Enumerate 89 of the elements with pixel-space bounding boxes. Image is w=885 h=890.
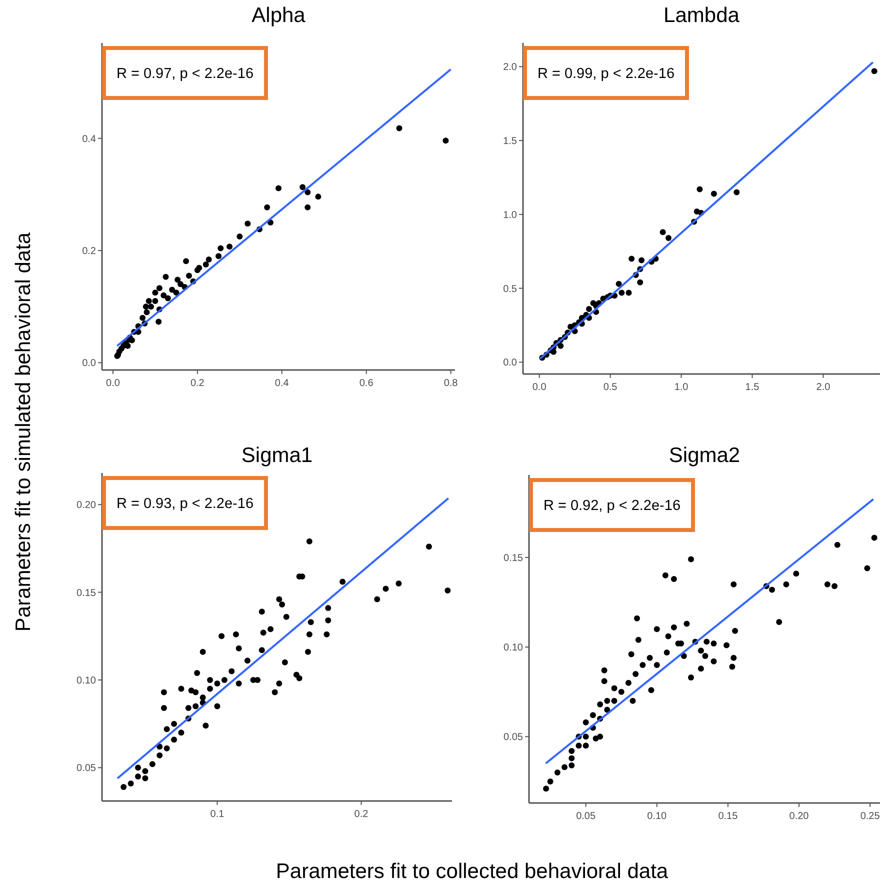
point [616, 280, 622, 287]
y-tick-label: 0.0 [82, 358, 96, 370]
x-tick-label: 0.6 [359, 378, 374, 389]
x-tick-label: 0.4 [274, 378, 290, 389]
annotation: R = 0.93, p < 2.2e-16 [116, 496, 254, 512]
point [156, 285, 162, 292]
y-tick-label: 0.05 [504, 732, 524, 744]
point [696, 186, 703, 192]
point [628, 256, 635, 262]
x-axis-title: Parameters fit to collected behavioral data [276, 860, 668, 883]
point [152, 290, 158, 296]
point [164, 295, 171, 302]
point [276, 185, 282, 192]
annotation: R = 0.99, p < 2.2e-16 [537, 66, 675, 82]
y-tick-label: 0.10 [504, 642, 524, 654]
y-tick-label: 0.5 [503, 284, 518, 295]
point [734, 189, 740, 196]
x-tick-label: 2.0 [816, 382, 831, 393]
point [304, 204, 311, 210]
point [206, 256, 212, 263]
point [194, 267, 200, 274]
point [173, 290, 180, 296]
point [638, 257, 645, 264]
x-tick-label: 0.20 [789, 811, 810, 822]
point [710, 190, 717, 197]
point [183, 258, 190, 264]
point [140, 314, 146, 321]
point [264, 204, 270, 210]
x-tick-label: 0.10 [647, 811, 668, 822]
point [156, 318, 162, 325]
point [186, 272, 192, 279]
annotation: R = 0.92, p < 2.2e-16 [543, 498, 681, 514]
y-tick-label: 1.5 [503, 136, 518, 148]
point [626, 290, 632, 296]
x-tick-label: 1.0 [674, 382, 689, 393]
chart-title: Sigma2 [668, 444, 740, 467]
point [142, 304, 149, 310]
point [660, 229, 666, 236]
point [442, 138, 449, 144]
point [226, 244, 233, 250]
point [148, 304, 154, 310]
y-tick-label: 0.2 [82, 246, 96, 258]
point [315, 194, 322, 200]
x-tick-label: 0.8 [444, 378, 458, 389]
point [216, 253, 222, 260]
x-tick-label: 0.2 [354, 809, 369, 820]
y-tick-label: 0.10 [76, 675, 96, 686]
y-tick-label: 0.4 [82, 134, 96, 145]
point [152, 298, 158, 304]
point [178, 281, 184, 288]
y-tick-label: 1.0 [503, 210, 518, 221]
point [558, 342, 564, 349]
x-tick-label: 0.5 [603, 382, 618, 393]
point [618, 290, 625, 296]
x-tick-label: 0.05 [576, 811, 596, 822]
point [236, 234, 243, 240]
point [244, 220, 251, 227]
chart-title: Alpha [252, 4, 306, 27]
point [202, 262, 209, 268]
x-tick-label: 1.5 [745, 382, 760, 393]
point [637, 279, 644, 286]
point [174, 276, 181, 283]
chart-title: Lambda [664, 4, 740, 27]
annotation: R = 0.97, p < 2.2e-16 [116, 66, 254, 82]
point [665, 235, 672, 242]
y-tick-label: 0.0 [503, 358, 518, 369]
x-tick-label: 0.0 [106, 378, 120, 389]
y-tick-label: 0.20 [76, 500, 96, 512]
point [300, 184, 306, 190]
point [396, 125, 402, 132]
point [144, 309, 150, 316]
x-tick-label: 0.0 [532, 382, 547, 393]
y-tick-label: 2.0 [503, 62, 518, 74]
x-tick-label: 0.25 [860, 811, 880, 822]
y-axis-title: Parameters fit to simulated behavioral data [12, 232, 35, 632]
point [146, 298, 152, 304]
point [586, 306, 592, 312]
point [160, 292, 167, 298]
point [169, 286, 176, 293]
y-tick-label: 0.15 [76, 588, 96, 599]
point [218, 245, 224, 252]
x-tick-label: 0.2 [190, 378, 205, 389]
x-tick-label: 0.1 [210, 809, 225, 820]
chart-title: Sigma1 [241, 444, 313, 467]
point [162, 274, 169, 280]
y-tick-label: 0.15 [504, 552, 524, 564]
x-tick-label: 0.15 [718, 811, 738, 822]
y-tick-label: 0.05 [76, 763, 96, 774]
point [871, 68, 878, 74]
